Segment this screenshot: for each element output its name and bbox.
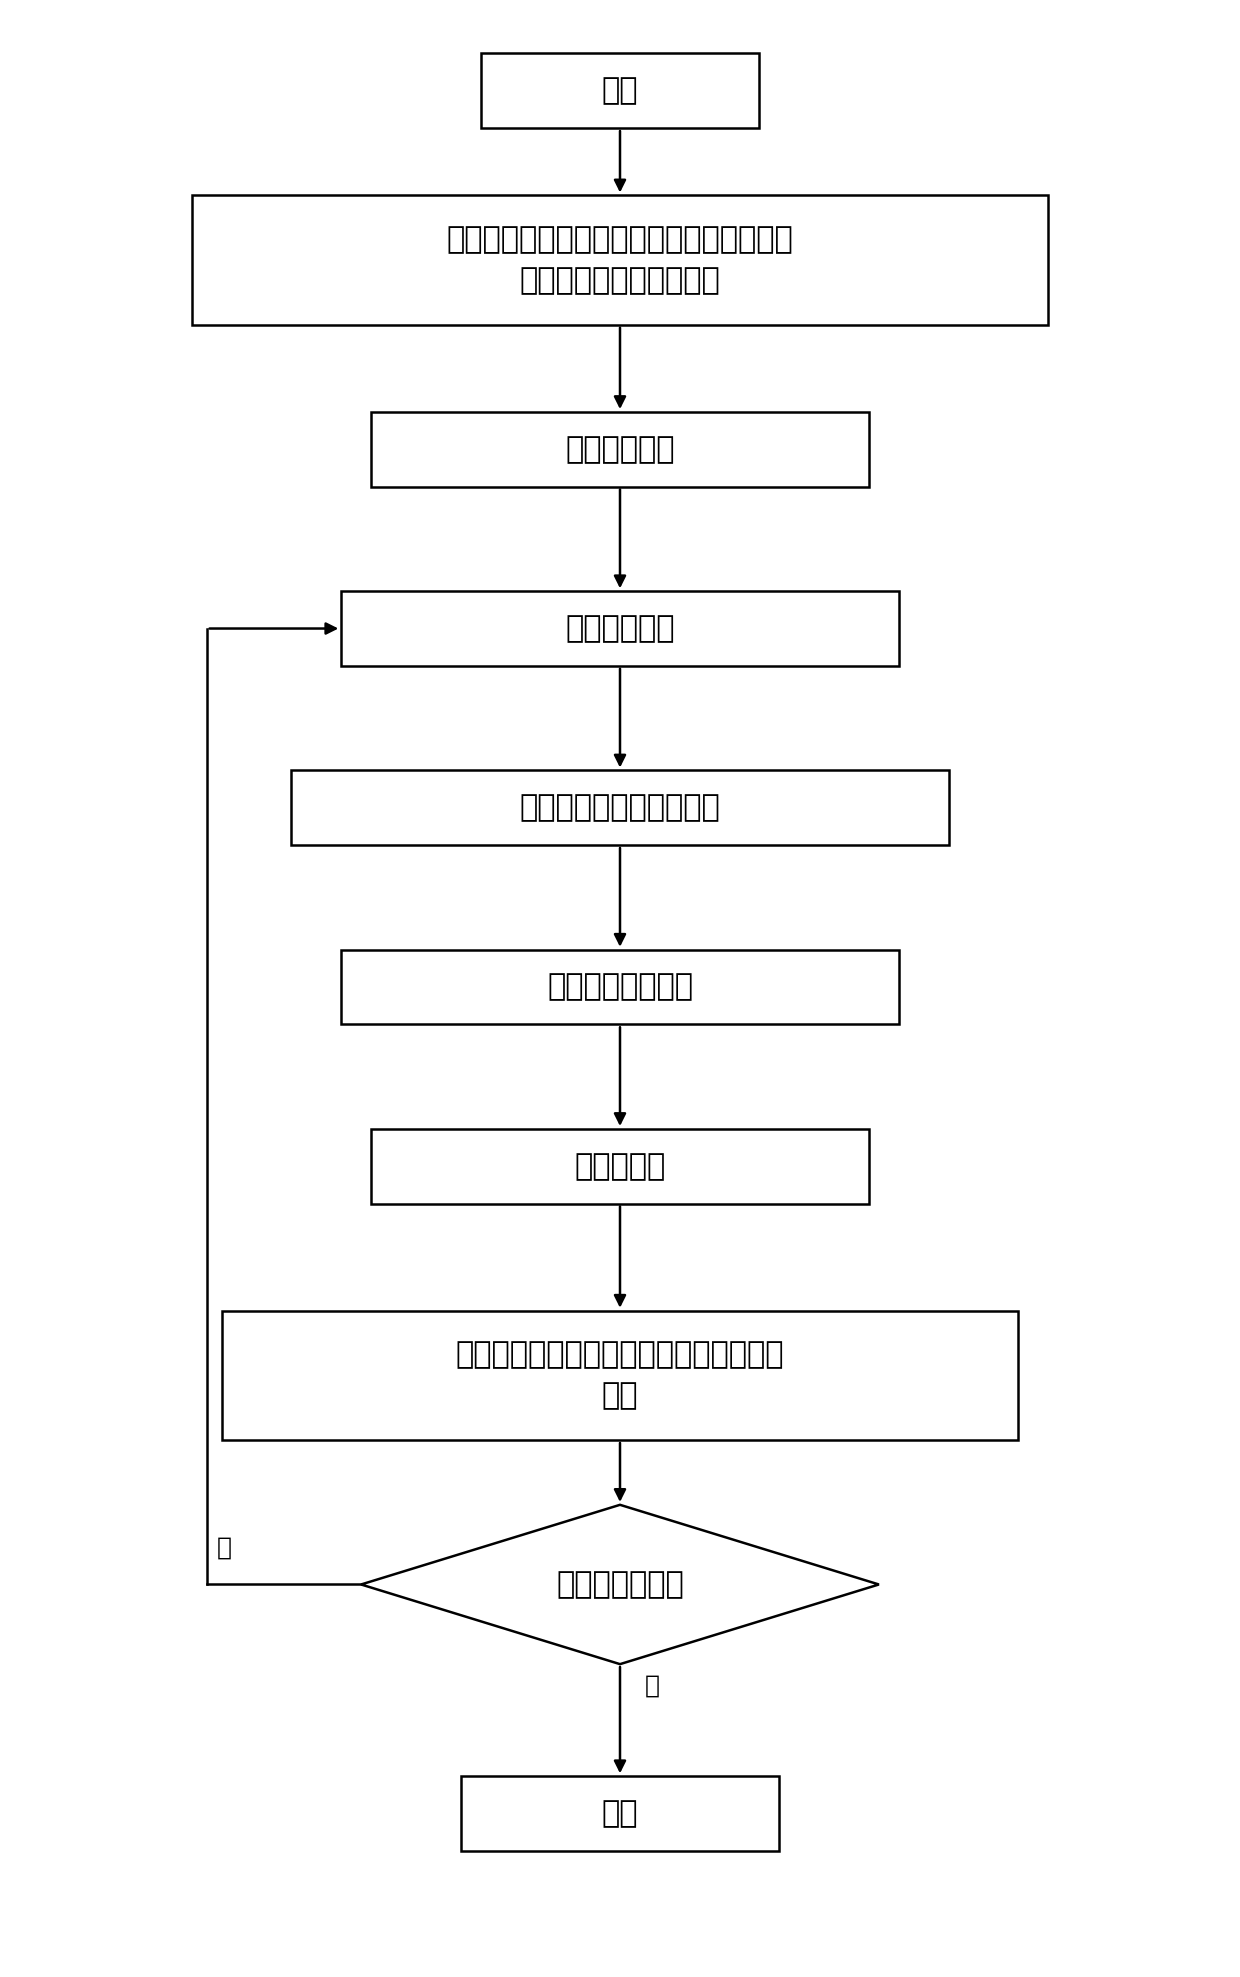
Text: 设置参考轨迹，系统参数，预定性能函数，
误差范围，确定控制目标: 设置参考轨迹，系统参数，预定性能函数， 误差范围，确定控制目标 [446, 225, 794, 295]
Bar [341, 591, 899, 666]
Bar [481, 53, 759, 129]
Text: 控制信号作用于被控的电机驱动单连杆机
械手: 控制信号作用于被控的电机驱动单连杆机 械手 [456, 1340, 784, 1410]
Text: 是: 是 [645, 1675, 660, 1698]
Bar [371, 411, 869, 486]
Bar [192, 196, 1048, 324]
Bar [341, 949, 899, 1024]
Text: 设计循环神经网络: 设计循环神经网络 [547, 973, 693, 1002]
Text: 开始: 开始 [601, 77, 639, 105]
Bar [371, 1129, 869, 1204]
Polygon shape [361, 1504, 879, 1665]
Text: 设计控制器: 设计控制器 [574, 1153, 666, 1180]
Bar [461, 1775, 779, 1850]
Text: 结束: 结束 [601, 1799, 639, 1829]
Bar [291, 771, 949, 844]
Text: 设计神经网络权值更新律: 设计神经网络权值更新律 [520, 793, 720, 822]
Bar [222, 1311, 1018, 1439]
Text: 达到控制目标？: 达到控制目标？ [556, 1570, 684, 1599]
Text: 计算控制参数: 计算控制参数 [565, 435, 675, 465]
Text: 计算控制误差: 计算控制误差 [565, 615, 675, 643]
Text: 否: 否 [217, 1536, 232, 1560]
